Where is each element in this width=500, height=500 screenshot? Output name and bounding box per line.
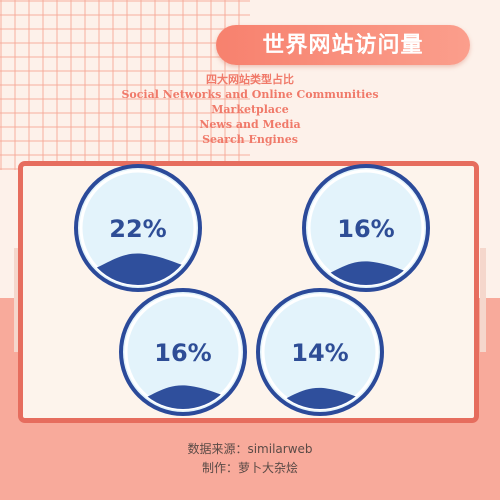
legend-entry-social: Social Networks and Online Communities (121, 88, 379, 101)
page-title: 世界网站访问量 (216, 25, 470, 65)
legend-entry-news: News and Media (199, 118, 301, 131)
chart-subtitle: 四大网站类型占比 (206, 73, 294, 86)
gauge-value-label: 16% (154, 339, 211, 367)
gauge-value-label: 14% (291, 339, 348, 367)
gauge-ring (119, 288, 247, 416)
gauge-social: 22% (74, 164, 202, 292)
gauge-wave (309, 261, 423, 285)
author-note: 制作：萝卜大杂烩 (201, 461, 298, 475)
source-note: 数据来源：similarweb (187, 442, 313, 456)
gauge-ring (302, 164, 430, 292)
side-tab-right (480, 248, 486, 352)
side-tab-left (14, 248, 20, 352)
gauge-wave (263, 387, 377, 409)
gauge-value-label: 22% (109, 215, 166, 243)
gauge-ring (74, 164, 202, 292)
legend: 四大网站类型占比 Social Networks and Online Comm… (0, 72, 500, 147)
gauge-marketplace: 16% (302, 164, 430, 292)
grid-background (0, 0, 250, 170)
gauge-news: 16% (119, 288, 247, 416)
gauge-search: 14% (256, 288, 384, 416)
legend-entry-search: Search Engines (202, 133, 298, 146)
gauge-ring (256, 288, 384, 416)
gauge-wave (126, 385, 240, 409)
legend-entry-marketplace: Marketplace (211, 103, 289, 116)
footer: 数据来源：similarweb 制作：萝卜大杂烩 (0, 440, 500, 478)
gauge-value-label: 16% (337, 215, 394, 243)
